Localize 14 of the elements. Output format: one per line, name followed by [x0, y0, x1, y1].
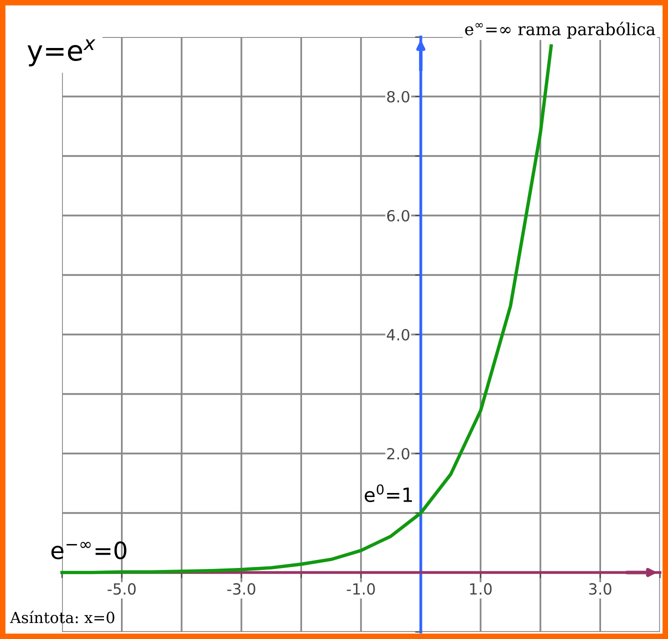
annotation: e$^{−∞}$=0 — [51, 541, 126, 560]
y-tick-label: 6.0 — [387, 210, 410, 222]
y-tick-label: 2.0 — [387, 448, 410, 460]
x-tick-label: -3.0 — [227, 583, 256, 595]
x-tick-label: 1.0 — [470, 583, 492, 595]
x-tick-label: -1.0 — [346, 583, 375, 595]
chart-title: y=e$^{x}$ — [28, 39, 96, 66]
annotation: e$^{∞}$=∞ rama parabólica — [465, 22, 656, 39]
x-tick-label: 3.0 — [589, 583, 612, 595]
y-tick-label: 4.0 — [386, 328, 410, 341]
x-tick-label: -5.0 — [108, 583, 136, 595]
y-tick-label: 8.0 — [387, 90, 410, 103]
annotation: e$^{0}$=1 — [364, 484, 412, 502]
annotation: Asíntota: x=0 — [10, 610, 114, 624]
